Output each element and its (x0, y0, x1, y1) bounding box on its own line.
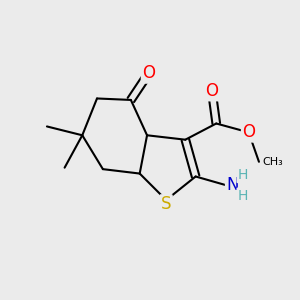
Text: H: H (238, 189, 248, 202)
Text: O: O (205, 82, 218, 100)
Text: O: O (242, 123, 255, 141)
Text: H: H (238, 168, 248, 182)
Text: CH₃: CH₃ (262, 157, 283, 167)
Text: S: S (161, 196, 171, 214)
Text: O: O (142, 64, 155, 82)
Text: N: N (226, 176, 239, 194)
